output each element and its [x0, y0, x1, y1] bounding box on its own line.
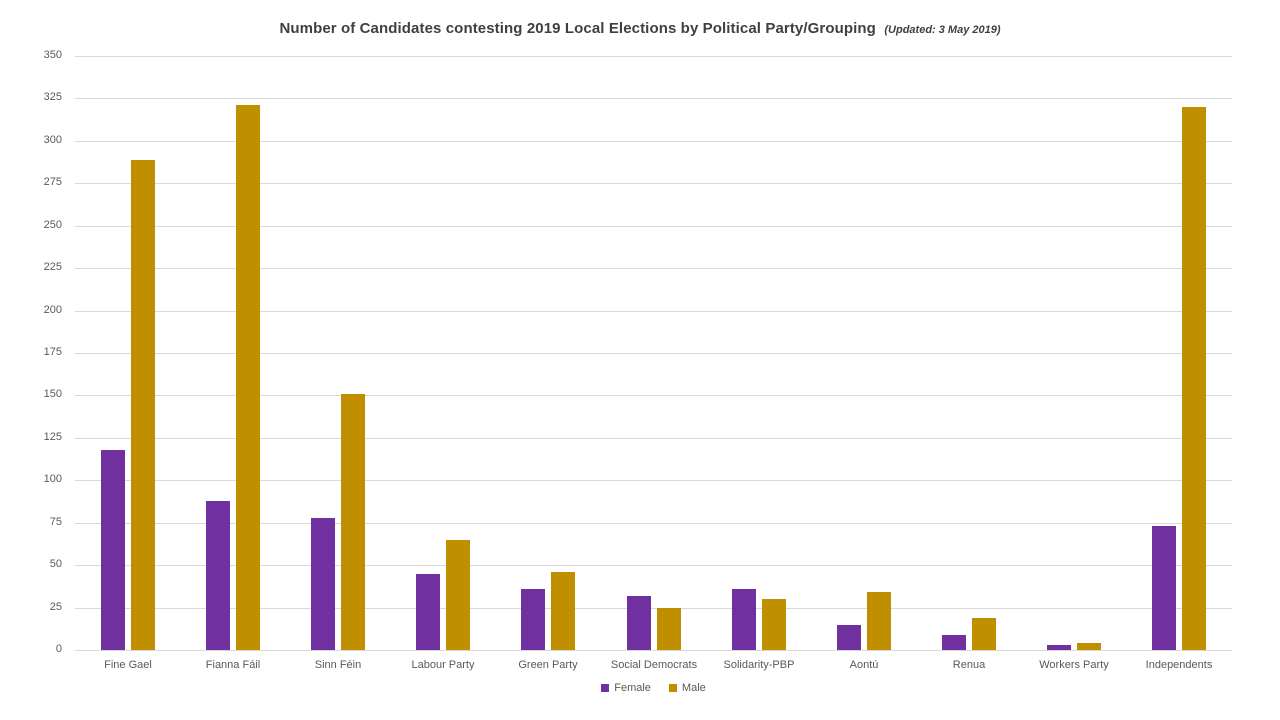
- x-category-label-fine-gael: Fine Gael: [104, 659, 152, 671]
- legend-label-female: Female: [614, 682, 651, 694]
- bar-female-renua: [942, 635, 966, 650]
- gridline-25: [75, 608, 1232, 609]
- bar-female-sinn-féin: [311, 518, 335, 650]
- x-category-label-aontú: Aontú: [849, 659, 879, 671]
- gridline-50: [75, 565, 1232, 566]
- y-tick-label-225: 225: [43, 261, 62, 273]
- gridline-175: [75, 353, 1232, 354]
- bar-male-renua: [972, 618, 996, 650]
- bar-female-aontú: [837, 625, 861, 650]
- y-tick-label-0: 0: [55, 643, 62, 655]
- bar-female-solidarity-pbp: [732, 589, 756, 650]
- legend-item-female: Female: [601, 682, 651, 694]
- gridline-250: [75, 226, 1232, 227]
- x-category-label-independents: Independents: [1145, 659, 1213, 671]
- bar-male-social-democrats: [657, 608, 681, 650]
- gridline-300: [75, 141, 1232, 142]
- y-tick-label-350: 350: [43, 49, 62, 61]
- legend-swatch-female: [601, 684, 610, 692]
- gridline-200: [75, 311, 1232, 312]
- bar-male-workers-party: [1077, 643, 1101, 650]
- bar-female-workers-party: [1047, 645, 1071, 650]
- bar-male-sinn-féin: [341, 394, 365, 650]
- x-category-label-sinn-féin: Sinn Féin: [314, 659, 362, 671]
- chart-legend: Female Male: [75, 682, 1232, 694]
- chart-title: Number of Candidates contesting 2019 Loc…: [0, 20, 1280, 38]
- gridline-125: [75, 438, 1232, 439]
- y-tick-label-275: 275: [43, 176, 62, 188]
- bar-female-independents: [1152, 526, 1176, 650]
- gridline-100: [75, 480, 1232, 481]
- bar-male-fine-gael: [131, 160, 155, 650]
- x-category-label-green-party: Green Party: [518, 659, 578, 671]
- y-tick-label-75: 75: [49, 516, 62, 528]
- y-tick-label-250: 250: [43, 219, 62, 231]
- chart-title-text: Number of Candidates contesting 2019 Loc…: [279, 20, 876, 37]
- gridline-75: [75, 523, 1232, 524]
- bar-female-labour-party: [416, 574, 440, 650]
- x-category-label-labour-party: Labour Party: [411, 659, 475, 671]
- x-category-label-workers-party: Workers Party: [1039, 659, 1109, 671]
- y-tick-label-175: 175: [43, 346, 62, 358]
- bar-male-green-party: [551, 572, 575, 650]
- y-tick-label-325: 325: [43, 91, 62, 103]
- x-category-label-fianna-fáil: Fianna Fáil: [205, 659, 261, 671]
- legend-label-male: Male: [681, 682, 706, 694]
- y-tick-label-100: 100: [43, 473, 62, 485]
- bar-male-fianna-fáil: [236, 105, 260, 650]
- gridline-325: [75, 98, 1232, 99]
- y-tick-label-125: 125: [43, 431, 62, 443]
- bar-male-independents: [1182, 107, 1206, 650]
- bar-female-fine-gael: [101, 450, 125, 650]
- y-tick-label-300: 300: [43, 134, 62, 146]
- legend-swatch-male: [668, 684, 677, 692]
- gridline-0: [75, 650, 1232, 651]
- x-category-label-social-democrats: Social Democrats: [610, 659, 698, 671]
- gridline-150: [75, 395, 1232, 396]
- y-tick-label-50: 50: [49, 558, 62, 570]
- bar-male-aontú: [867, 592, 891, 650]
- x-category-label-solidarity-pbp: Solidarity-PBP: [723, 659, 795, 671]
- gridline-225: [75, 268, 1232, 269]
- y-tick-label-200: 200: [43, 304, 62, 316]
- chart-updated-note: (Updated: 3 May 2019): [884, 24, 1001, 36]
- legend-item-male: Male: [668, 682, 706, 694]
- bar-female-green-party: [521, 589, 545, 650]
- bar-male-labour-party: [446, 540, 470, 650]
- y-tick-label-25: 25: [49, 601, 62, 613]
- x-category-label-renua: Renua: [952, 659, 986, 671]
- gridline-275: [75, 183, 1232, 184]
- bar-female-social-democrats: [627, 596, 651, 650]
- gridline-350: [75, 56, 1232, 57]
- y-tick-label-150: 150: [43, 388, 62, 400]
- bar-female-fianna-fáil: [206, 501, 230, 650]
- bar-male-solidarity-pbp: [762, 599, 786, 650]
